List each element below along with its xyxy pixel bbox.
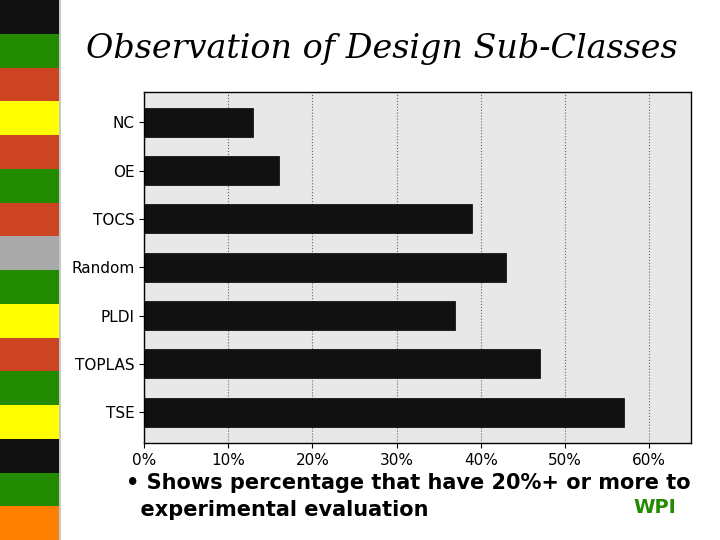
Bar — [144, 398, 624, 427]
Text: • Shows percentage that have 20%+ or more to: • Shows percentage that have 20%+ or mor… — [126, 473, 690, 494]
Text: experimental evaluation: experimental evaluation — [126, 500, 428, 521]
Bar — [144, 349, 540, 379]
Bar — [144, 205, 472, 233]
Bar — [144, 108, 253, 137]
Text: WPI: WPI — [634, 498, 677, 517]
Bar — [144, 301, 456, 330]
Bar — [144, 156, 279, 185]
Bar — [144, 253, 506, 282]
Text: Observation of Design Sub-Classes: Observation of Design Sub-Classes — [86, 32, 678, 65]
